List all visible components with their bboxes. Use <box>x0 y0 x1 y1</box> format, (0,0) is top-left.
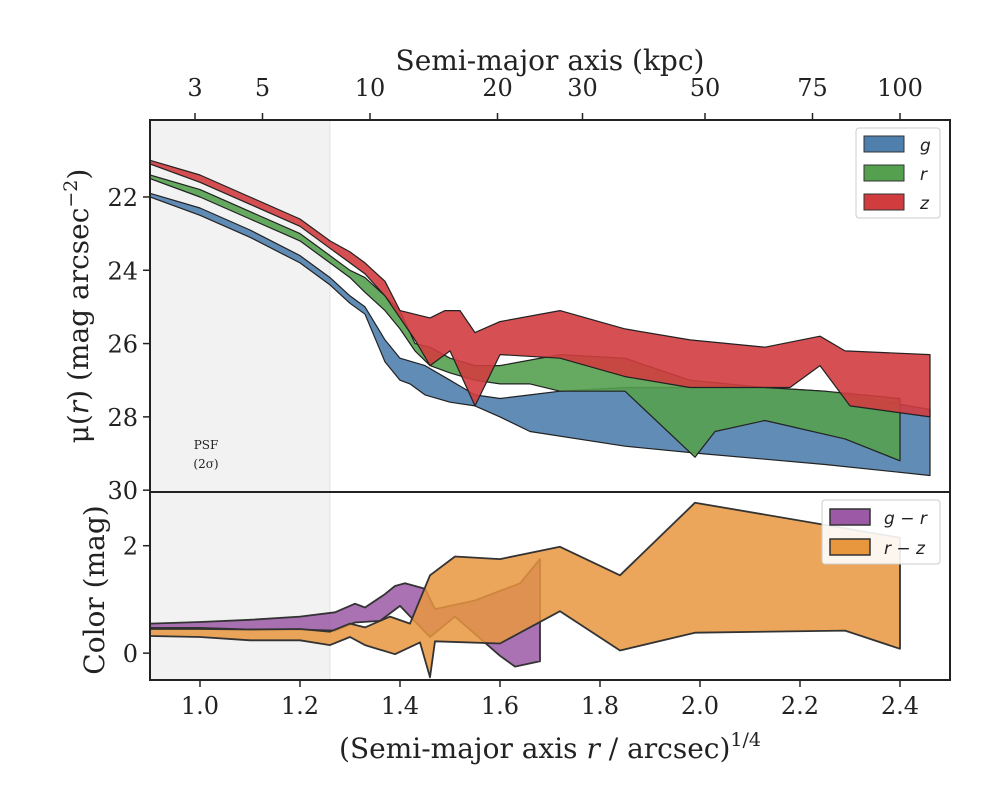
legend-label-g: g <box>920 136 931 156</box>
color-panel-frame <box>149 491 951 681</box>
top-x-tick-label: 5 <box>255 74 270 102</box>
legend-label-r-z: r − z <box>884 539 926 559</box>
color-panel: 02 1.0 1.2 1.4 1.6 1.8 2.0 2.2 2.4 Color (mag) … <box>78 491 951 765</box>
bottom-x-ticks: 1.0 1.2 1.4 1.6 1.8 2.0 2.2 2.4 <box>181 680 919 720</box>
top-y-tick-label: 26 <box>107 331 138 359</box>
color-y-tick-label: 2 <box>123 533 138 561</box>
top-y-tick-label: 28 <box>107 404 138 432</box>
top-y-tick-label: 30 <box>107 477 138 505</box>
top-y-axis-label: μ(r) (mag arcsec−2) <box>60 169 95 444</box>
top-x-tick-label: 50 <box>690 74 721 102</box>
x-tick-label: 1.2 <box>281 692 319 720</box>
legend-swatch-z <box>863 193 905 211</box>
top-x-tick-label: 20 <box>482 74 513 102</box>
x-tick-label: 1.4 <box>381 692 419 720</box>
color-y-axis-label: Color (mag) <box>78 505 111 674</box>
top-legend: g r z <box>855 127 941 219</box>
top-x-ticks: 3 5 10 20 30 50 75 100 <box>187 74 923 120</box>
x-tick-label: 2.2 <box>781 692 819 720</box>
legend-swatch-r <box>863 164 905 182</box>
x-tick-label: 1.0 <box>181 692 219 720</box>
psf-sigma-label: (2σ) <box>193 457 218 471</box>
color-r-z-area <box>150 501 901 679</box>
legend-label-r: r <box>920 165 928 185</box>
legend-swatch-r-z <box>829 538 871 556</box>
psf-shaded-region-color <box>149 491 331 681</box>
top-x-tick-label: 75 <box>797 74 828 102</box>
top-x-tick-label: 10 <box>355 74 386 102</box>
top-y-tick-label: 22 <box>107 184 138 212</box>
bottom-y-ticks: 02 <box>123 533 150 668</box>
x-tick-label: 2.4 <box>881 692 919 720</box>
band-z-area <box>150 159 931 418</box>
surface-brightness-panel: PSF (2σ) 22 24 26 28 30 3 5 10 20 30 50 75 100 Semi… <box>60 44 951 505</box>
color-y-tick-label: 0 <box>123 640 138 668</box>
x-axis-label: (Semi-major axis r / arcsec)1/4 <box>339 729 761 765</box>
x-tick-label: 1.8 <box>581 692 619 720</box>
color-profiles <box>150 501 901 679</box>
psf-label: PSF <box>194 438 219 452</box>
legend-swatch-g-r <box>829 508 871 526</box>
psf-shaded-region <box>149 119 331 493</box>
top-axis-label: Semi-major axis (kpc) <box>396 44 705 77</box>
legend-label-g-r: g − r <box>884 509 928 529</box>
legend-label-z: z <box>919 194 930 214</box>
x-tick-label: 2.0 <box>681 692 719 720</box>
legend-swatch-g <box>863 135 905 153</box>
x-tick-label: 1.6 <box>481 692 519 720</box>
band-profiles <box>150 159 931 477</box>
top-x-tick-label: 3 <box>187 74 202 102</box>
top-y-ticks: 22 24 26 28 30 <box>107 184 150 505</box>
color-legend: g − r r − z <box>821 499 941 565</box>
top-x-tick-label: 30 <box>567 74 598 102</box>
top-x-tick-label: 100 <box>877 74 923 102</box>
top-y-tick-label: 24 <box>107 257 138 285</box>
